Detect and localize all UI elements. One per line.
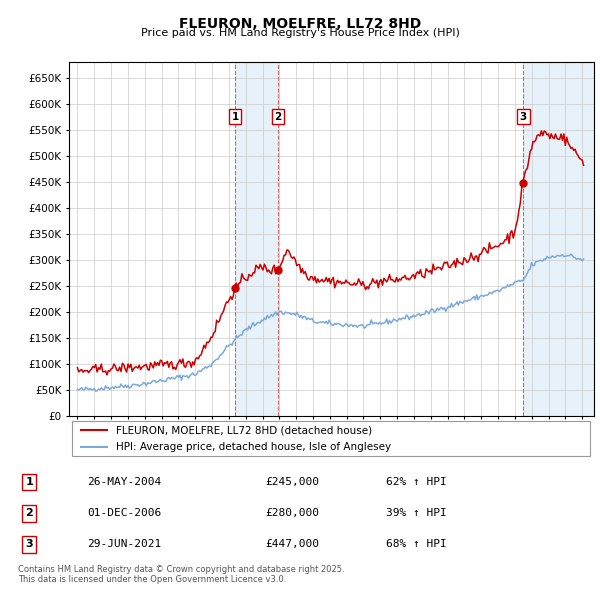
Text: £245,000: £245,000	[265, 477, 319, 487]
Text: 62% ↑ HPI: 62% ↑ HPI	[386, 477, 447, 487]
Text: 29-JUN-2021: 29-JUN-2021	[87, 539, 161, 549]
Text: £447,000: £447,000	[265, 539, 319, 549]
Text: 2: 2	[274, 112, 281, 122]
Text: 01-DEC-2006: 01-DEC-2006	[87, 508, 161, 518]
Text: 68% ↑ HPI: 68% ↑ HPI	[386, 539, 447, 549]
Text: FLEURON, MOELFRE, LL72 8HD: FLEURON, MOELFRE, LL72 8HD	[179, 17, 421, 31]
Text: FLEURON, MOELFRE, LL72 8HD (detached house): FLEURON, MOELFRE, LL72 8HD (detached hou…	[116, 425, 373, 435]
Bar	[235, 62, 278, 416]
Text: 3: 3	[25, 539, 33, 549]
Text: 2: 2	[25, 508, 33, 518]
Text: £280,000: £280,000	[265, 508, 319, 518]
Text: 26-MAY-2004: 26-MAY-2004	[87, 477, 161, 487]
Text: 39% ↑ HPI: 39% ↑ HPI	[386, 508, 447, 518]
Text: 3: 3	[520, 112, 527, 122]
Text: HPI: Average price, detached house, Isle of Anglesey: HPI: Average price, detached house, Isle…	[116, 442, 391, 452]
Text: Price paid vs. HM Land Registry's House Price Index (HPI): Price paid vs. HM Land Registry's House …	[140, 28, 460, 38]
Text: 1: 1	[25, 477, 33, 487]
Text: Contains HM Land Registry data © Crown copyright and database right 2025.
This d: Contains HM Land Registry data © Crown c…	[18, 565, 344, 584]
Text: 1: 1	[232, 112, 239, 122]
FancyBboxPatch shape	[71, 421, 590, 456]
Bar	[523, 62, 594, 416]
